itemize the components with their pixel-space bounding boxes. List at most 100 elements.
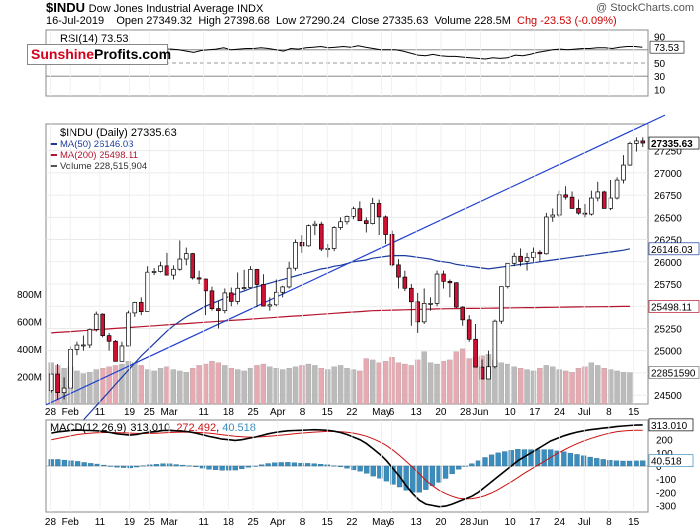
rsi-tick-label: 10: [654, 85, 666, 96]
macd-line: [51, 424, 643, 508]
macd-histogram-bar: [278, 462, 284, 467]
candle-body: [396, 264, 401, 278]
candle-body: [344, 216, 350, 223]
last-value-box: [648, 136, 700, 150]
macd-histogram-bar: [114, 465, 120, 468]
candle-body: [383, 216, 388, 235]
volume-bar: [588, 362, 595, 405]
volume-bar: [125, 361, 132, 405]
macd-tick-label: 0: [656, 462, 662, 473]
price-tick-label: 26000: [654, 258, 682, 269]
candle-body: [447, 281, 453, 284]
macd-histogram-bar: [298, 462, 304, 467]
ma200-line: [51, 305, 630, 334]
macd-histogram-bar: [186, 465, 192, 467]
macd-histogram-bar: [626, 460, 633, 467]
candle-body: [486, 366, 491, 380]
volume-bar: [215, 362, 222, 405]
macd-histogram-bar: [258, 464, 265, 467]
date-tick-label: 15: [322, 407, 334, 418]
volume-bar: [196, 365, 202, 405]
candle-body: [306, 225, 311, 247]
date-tick-label: 20: [435, 517, 447, 528]
volume-bar: [524, 369, 530, 405]
macd-histogram-bar: [613, 460, 620, 467]
macd-histogram-bar: [206, 465, 212, 470]
macd-histogram-bar: [423, 465, 429, 490]
candle-body: [132, 302, 138, 314]
volume-bar: [318, 368, 324, 405]
volume-bar: [144, 369, 151, 405]
volume-bar: [209, 361, 215, 405]
candle-body: [364, 220, 369, 224]
last-value-label: 26146.03: [651, 245, 693, 256]
candle-body: [248, 269, 253, 288]
volume-bar: [537, 368, 543, 405]
volume-tick-label: 600M: [17, 317, 42, 328]
macd-histogram-bar: [541, 449, 547, 467]
date-tick-label: 8: [606, 517, 612, 528]
volume-bar: [357, 370, 363, 405]
candle-body: [409, 287, 414, 303]
date-tick-label: 8: [300, 517, 306, 528]
volume-bar: [614, 370, 620, 405]
candle-body: [100, 313, 105, 336]
candle-body: [81, 344, 86, 347]
chart-symbol-title: $INDU Dow Jones Industrial Average INDX: [46, 0, 263, 15]
logo-part1: Sunshine: [31, 46, 95, 62]
macd-histogram-bar: [377, 465, 383, 479]
candle-body: [550, 214, 556, 218]
volume-bar: [74, 370, 80, 405]
date-tick-label: 13: [411, 517, 423, 528]
macd-histogram-bar: [344, 465, 350, 469]
candle-body: [473, 338, 478, 368]
date-tick-label: May: [372, 517, 391, 528]
volume-bar: [402, 363, 408, 405]
macd-tick-label: -100: [656, 475, 676, 486]
macd-last-box: [648, 454, 694, 468]
candle-body: [331, 227, 337, 249]
volume-bar: [189, 368, 196, 405]
candle-body: [93, 313, 99, 330]
volume-bar: [434, 363, 440, 405]
volume-bar: [550, 366, 556, 405]
candle-body: [106, 335, 112, 342]
candle-body: [183, 253, 189, 260]
date-tick-label: 20: [435, 407, 447, 418]
candle-body: [524, 257, 530, 262]
macd-histogram-bar: [153, 464, 160, 467]
macd-histogram-bar: [528, 449, 534, 467]
candle-body: [113, 340, 118, 362]
volume-bar: [183, 372, 189, 405]
date-tick-label: 11: [95, 517, 106, 528]
last-volume-box: [648, 366, 700, 379]
volume-bar: [235, 369, 241, 405]
macd-histogram-bar: [633, 460, 639, 467]
macd-histogram-bar: [74, 461, 81, 467]
ohlc-change: Chg -23.53 (-0.09%): [517, 15, 617, 27]
volume-bar: [620, 372, 627, 405]
date-tick-label: 24: [554, 517, 566, 528]
candle-body: [576, 208, 581, 214]
macd-signal-line: [51, 429, 643, 500]
volume-bar: [331, 366, 337, 405]
macd-histogram-bar: [567, 452, 574, 467]
volume-bar: [247, 368, 254, 405]
volume-bar: [511, 366, 517, 405]
macd-histogram-bar: [219, 465, 225, 471]
candle-body: [460, 306, 466, 321]
macd-histogram-bar: [245, 465, 252, 468]
volume-bar: [460, 348, 466, 405]
candle-body: [492, 320, 498, 368]
volume-bar: [595, 365, 601, 405]
volume-bar: [228, 368, 234, 405]
volume-bar: [87, 372, 93, 405]
volume-bar: [389, 357, 395, 405]
macd-histogram-bar: [318, 464, 324, 467]
candle-body: [563, 194, 568, 198]
candle-body: [511, 255, 517, 264]
date-tick-label: 17: [529, 517, 541, 528]
macd-histogram-bar: [640, 460, 646, 467]
candle-body: [280, 286, 285, 293]
macd-histogram-bar: [410, 465, 416, 493]
